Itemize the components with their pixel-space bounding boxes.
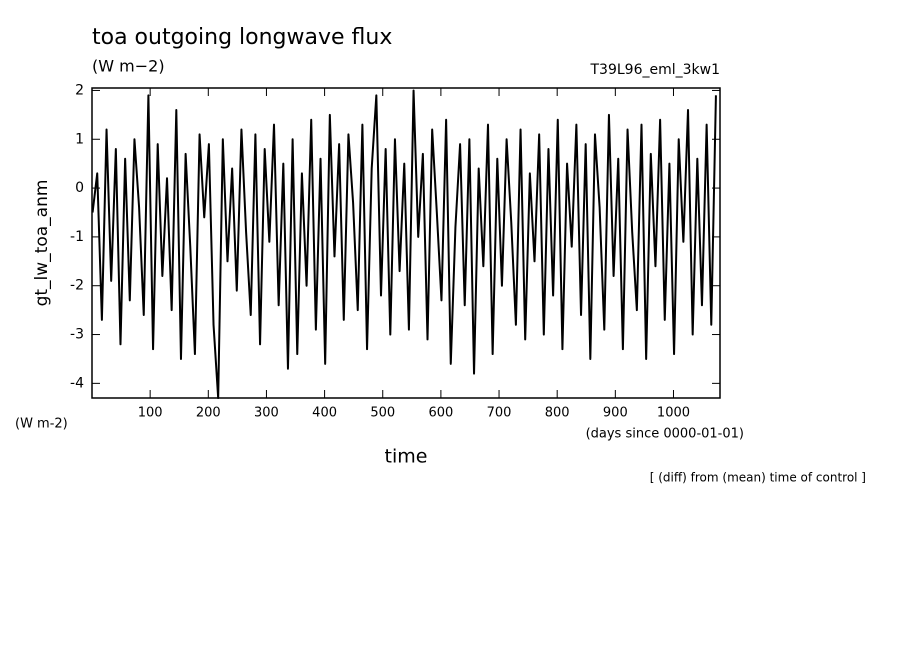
x-axis-label: time [385, 446, 428, 468]
x-tick-label: 600 [428, 406, 453, 421]
x-tick-label: 800 [545, 406, 570, 421]
y-axis-label: gt_lw_toa_anm [32, 180, 52, 307]
note: [ (diff) from (mean) time of control ] [650, 471, 866, 485]
x-tick-label: 200 [196, 406, 221, 421]
plot-frame [91, 87, 721, 399]
x-tick-label: 100 [138, 406, 163, 421]
y-tick-label: 0 [75, 180, 84, 196]
x-tick-label: 900 [603, 406, 628, 421]
y-tick-label: -4 [70, 375, 84, 391]
x-tick-label: 700 [487, 406, 512, 421]
data-line [91, 89, 717, 399]
x-tick-label: 1000 [657, 406, 690, 421]
y-tick-label: -2 [70, 278, 84, 294]
x-tick-label: 300 [254, 406, 279, 421]
run-label: T39L96_eml_3kw1 [590, 62, 721, 78]
y-tick-label: 2 [75, 82, 84, 98]
y-tick-label: 1 [75, 131, 84, 147]
subtitle: (W m−2) [92, 57, 165, 76]
y-tick-label: -1 [70, 229, 84, 245]
x-tick-label: 500 [370, 406, 395, 421]
chart-title: toa outgoing longwave flux [92, 25, 392, 50]
y-tick-label: -3 [70, 327, 84, 343]
x-units: (days since 0000-01-01) [586, 427, 744, 442]
y-units: (W m-2) [15, 417, 68, 432]
x-tick-label: 400 [312, 406, 337, 421]
